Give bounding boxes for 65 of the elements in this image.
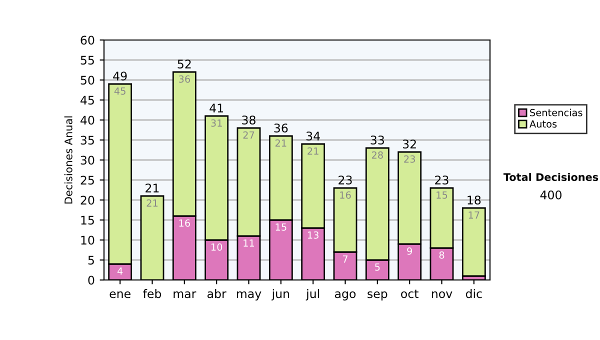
data-label: 36 [178,75,190,83]
legend-label: Autos [530,120,557,128]
y-tick-label: 55 [80,56,94,65]
y-tick-label: 45 [80,96,94,105]
total-label: 49 [113,72,127,81]
data-label: 5 [375,264,380,271]
y-tick-label: 30 [80,156,94,165]
data-label: 7 [342,256,348,263]
y-tick-label: 40 [80,116,94,125]
total-label: 33 [370,136,384,145]
x-tick-label: ago [334,291,356,300]
bar [462,207,486,277]
x-tick-label: nov [432,291,452,298]
total-label: 38 [242,116,256,125]
data-label: 27 [243,131,254,139]
y-tick-label: 35 [80,136,94,145]
y-tick-label: 60 [80,36,94,45]
y-tick-label: 50 [80,76,94,85]
total-label: 32 [402,140,416,149]
y-tick-label: 20 [80,196,94,205]
data-label: 16 [179,219,190,227]
data-label: 23 [404,155,415,163]
y-axis-title: Decisiones Anual [64,116,72,204]
y-tick-label: 25 [80,176,94,185]
x-tick-label: jun [272,289,290,300]
x-tick-label: jul [306,289,319,300]
x-tick-label: feb [143,289,162,298]
y-tick-label: 10 [81,236,94,245]
data-label: 16 [340,191,351,199]
data-label: 28 [372,151,383,159]
data-label: 21 [275,139,286,147]
data-label: 4 [117,268,123,275]
total-label: 34 [306,132,320,141]
text: 400 [540,190,562,200]
data-label: 15 [276,224,286,231]
data-label: 17 [468,212,480,219]
total-label: 52 [178,60,191,69]
total-label: 21 [146,184,159,192]
total-label: 23 [435,176,448,185]
data-label: 15 [436,192,448,199]
legend-label: Sentencias [530,108,582,116]
data-label: 45 [114,88,126,95]
x-tick-label: mar [174,291,196,298]
total-label: 41 [210,104,224,112]
y-tick-label: 0 [88,276,94,285]
data-label: 8 [439,251,444,259]
x-tick-label: sep [368,291,388,300]
x-tick-label: ene [110,291,130,298]
data-label: 21 [308,147,318,155]
data-label: 11 [244,240,254,247]
text: Total Decisiones [503,172,598,182]
y-tick-label: 15 [81,216,94,225]
x-tick-label: dic [466,289,482,298]
y-tick-label: 5 [88,256,94,265]
data-label: 10 [211,243,222,251]
total-label: 36 [274,124,288,133]
x-tick-label: may [236,291,262,300]
data-label: 9 [407,247,412,255]
total-label: 23 [338,176,352,185]
total-label: 18 [468,196,481,205]
data-label: 13 [308,231,318,239]
x-tick-label: oct [401,290,418,298]
x-tick-label: abr [208,289,226,298]
data-label: 21 [146,199,158,207]
data-label: 31 [211,119,222,127]
